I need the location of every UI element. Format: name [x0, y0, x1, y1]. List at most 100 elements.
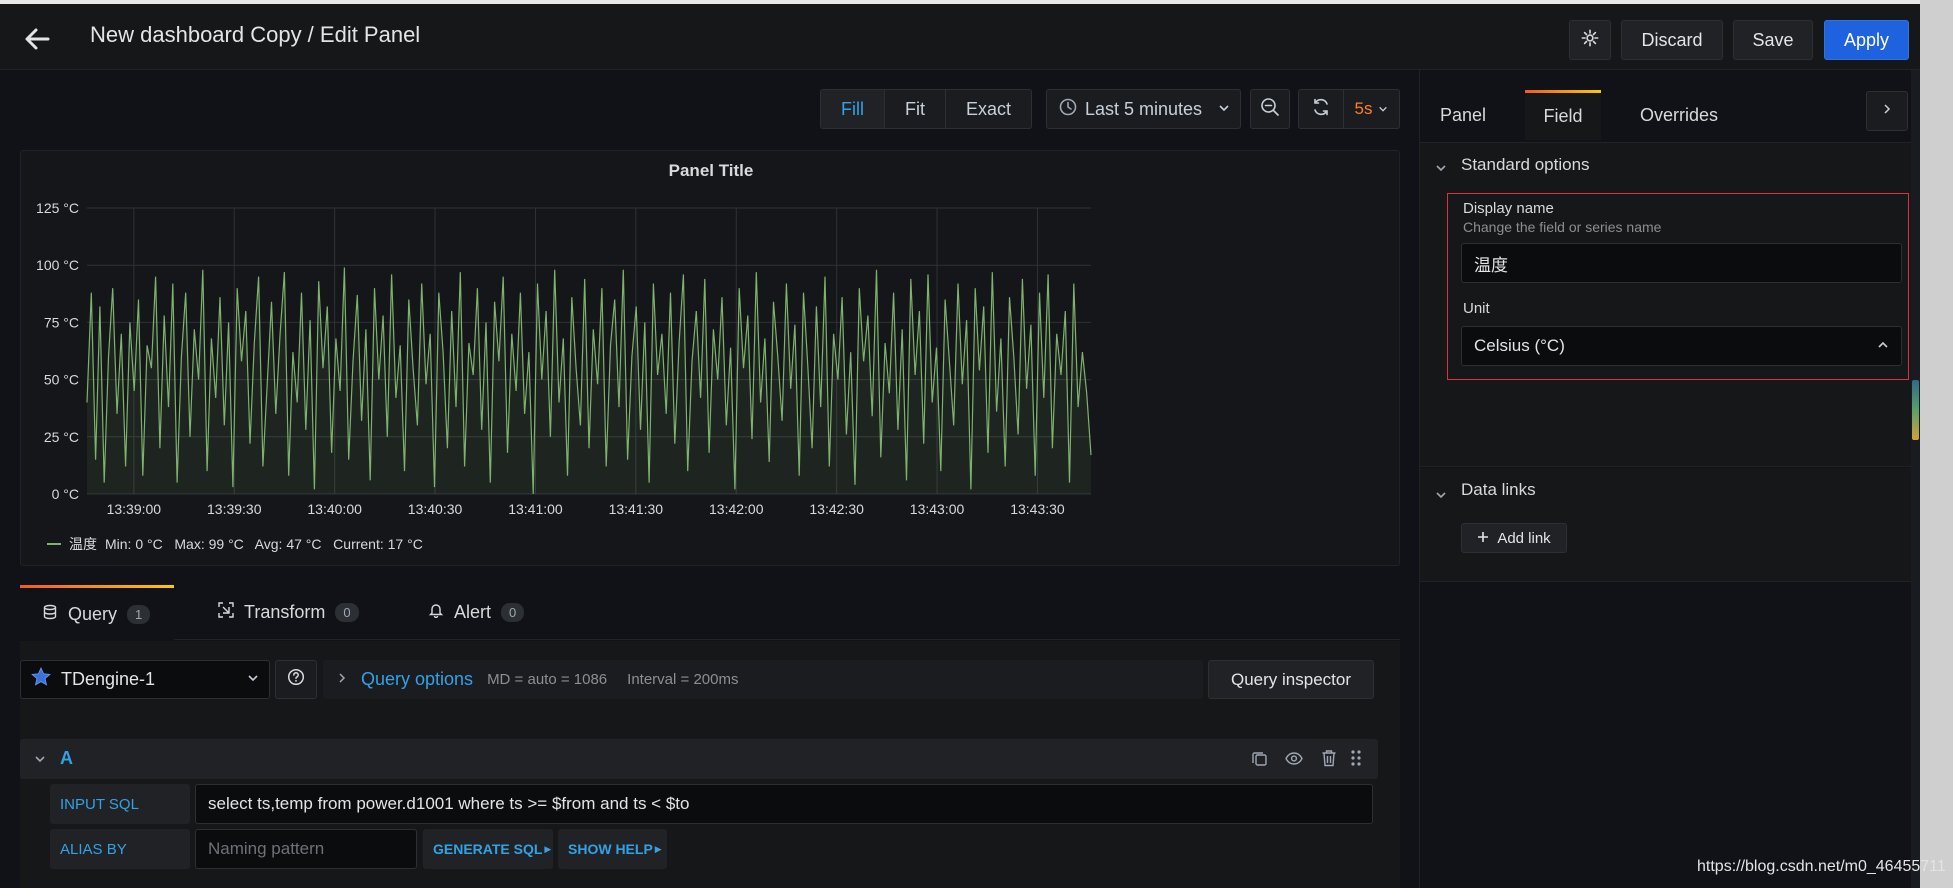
refresh-button[interactable]: [1299, 90, 1344, 128]
tab-overrides[interactable]: Overrides: [1640, 104, 1719, 125]
panel-title: Panel Title: [668, 161, 754, 180]
query-options-bar[interactable]: Query options MD = auto = 1086 Interval …: [323, 660, 1203, 699]
x-tick-label: 13:39:00: [107, 501, 162, 517]
refresh-control: 5s: [1298, 89, 1400, 129]
sql-input[interactable]: select ts,temp from power.d1001 where ts…: [195, 784, 1373, 824]
apply-button[interactable]: Apply: [1824, 20, 1909, 60]
unit-select[interactable]: Celsius (°C): [1461, 326, 1902, 366]
panel-settings-button[interactable]: [1569, 20, 1611, 60]
legend-stats: Min: 0 °C Max: 99 °C Avg: 47 °C Current:…: [105, 536, 423, 552]
duplicate-icon[interactable]: [1251, 750, 1268, 772]
tab-query[interactable]: Query 1: [20, 585, 174, 640]
x-tick-label: 13:42:30: [809, 501, 864, 517]
top-bar: New dashboard Copy / Edit Panel Discard …: [0, 0, 1920, 70]
y-tick-label: 50 °C: [44, 372, 79, 388]
y-tick-label: 0 °C: [52, 486, 79, 502]
database-icon: [42, 604, 58, 625]
chevron-down-icon[interactable]: [34, 752, 46, 770]
datasource-help-button[interactable]: [275, 660, 317, 699]
y-tick-label: 75 °C: [44, 314, 79, 330]
tab-field[interactable]: Field: [1525, 90, 1601, 140]
query-inspector-button[interactable]: Query inspector: [1208, 660, 1374, 699]
chevron-down-icon: [1218, 101, 1230, 117]
y-tick-label: 125 °C: [36, 200, 79, 216]
page-title: New dashboard Copy / Edit Panel: [90, 22, 421, 47]
query-ref-id[interactable]: A: [60, 748, 73, 768]
chart-legend: 温度 Min: 0 °C Max: 99 °C Avg: 47 °C Curre…: [47, 534, 423, 554]
legend-series-name[interactable]: 温度: [69, 536, 97, 552]
generate-sql-button[interactable]: GENERATE SQL ▶: [423, 829, 553, 869]
series-line: [86, 267, 1092, 495]
collapse-pane-button[interactable]: [1866, 91, 1908, 131]
legend-series-swatch: [47, 543, 61, 545]
time-range-picker[interactable]: Last 5 minutes: [1046, 89, 1241, 129]
trash-icon[interactable]: [1321, 749, 1337, 772]
chevron-down-icon: [247, 671, 259, 689]
chevron-down-icon[interactable]: [1435, 488, 1447, 506]
options-scrollbar-track[interactable]: [1911, 70, 1920, 888]
refresh-icon: [1311, 97, 1331, 122]
tab-transform-count: 0: [335, 603, 359, 622]
discard-button[interactable]: Discard: [1621, 20, 1723, 60]
unit-label: Unit: [1463, 300, 1490, 317]
eye-icon[interactable]: [1285, 750, 1303, 772]
show-help-button[interactable]: SHOW HELP ▶: [558, 829, 667, 869]
y-tick-label: 25 °C: [44, 429, 79, 445]
x-tick-label: 13:40:30: [408, 501, 463, 517]
chevron-right-icon: [1882, 102, 1892, 120]
tab-transform[interactable]: Transform 0: [196, 585, 381, 640]
x-tick-label: 13:42:00: [709, 501, 764, 517]
options-scrollbar-thumb[interactable]: [1912, 380, 1919, 440]
x-tick-label: 13:41:00: [508, 501, 563, 517]
bell-icon: [428, 602, 444, 623]
standard-options-title[interactable]: Standard options: [1461, 155, 1590, 174]
datasource-picker[interactable]: TDengine-1: [20, 660, 270, 699]
series-area-fill: [87, 267, 1091, 494]
display-name-input[interactable]: 温度: [1461, 243, 1902, 283]
tab-alert[interactable]: Alert 0: [406, 585, 546, 640]
plus-icon: [1477, 530, 1489, 547]
zoom-out-button[interactable]: [1250, 89, 1290, 129]
x-tick-label: 13:43:00: [910, 501, 965, 517]
question-circle-icon: [287, 668, 305, 691]
line-chart[interactable]: 0 °C 25 °C 50 °C 75 °C 100 °C 125 °C 13:39:00 1…: [21, 151, 1401, 567]
tab-query-label: Query: [68, 603, 118, 624]
alias-input[interactable]: Naming pattern: [195, 829, 417, 869]
chevron-down-icon[interactable]: [1435, 161, 1447, 179]
data-links-section: Data links Add link: [1420, 468, 1912, 582]
data-links-title[interactable]: Data links: [1461, 480, 1536, 499]
alias-by-label: ALIAS BY: [50, 829, 190, 869]
view-mode-fill[interactable]: Fill: [821, 90, 885, 128]
drag-handle-icon[interactable]: [1350, 749, 1362, 772]
x-tick-label: 13:40:00: [307, 501, 362, 517]
tab-panel[interactable]: Panel: [1440, 104, 1487, 125]
save-button[interactable]: Save: [1733, 20, 1813, 60]
standard-options-section: Standard options Display name Change the…: [1420, 142, 1912, 467]
query-options-label[interactable]: Query options: [361, 669, 474, 689]
display-name-description: Change the field or series name: [1463, 219, 1662, 235]
query-md-info: MD = auto = 1086: [487, 671, 608, 688]
tab-alert-count: 0: [501, 603, 525, 622]
page-edge: [1920, 0, 1953, 888]
query-row-header[interactable]: A: [20, 739, 1378, 779]
graph-panel: Panel Title 0 °C 25 °C 50 °C 75 °C 100 °C 125…: [20, 150, 1400, 566]
view-mode-fit[interactable]: Fit: [885, 90, 946, 128]
query-tabs: Query 1 Transform 0 Alert 0: [20, 585, 1400, 640]
caret-right-icon: ▶: [654, 843, 662, 854]
back-arrow-icon[interactable]: [22, 24, 62, 54]
show-help-label: SHOW HELP: [568, 841, 653, 857]
x-tick-label: 13:41:30: [609, 501, 664, 517]
chevron-right-icon: [337, 671, 347, 689]
tdengine-logo-icon: [31, 667, 51, 692]
add-link-button[interactable]: Add link: [1461, 523, 1567, 553]
display-name-label: Display name: [1463, 200, 1554, 217]
transform-icon: [218, 602, 234, 623]
highlight-box: [1447, 193, 1909, 380]
chevron-up-icon: [1877, 336, 1889, 356]
time-range-label: Last 5 minutes: [1085, 98, 1203, 119]
zoom-out-icon: [1260, 97, 1280, 122]
view-mode-exact[interactable]: Exact: [966, 98, 1012, 119]
clock-icon: [1059, 98, 1077, 121]
refresh-interval-picker[interactable]: 5s: [1344, 90, 1399, 128]
unit-value: Celsius (°C): [1474, 336, 1565, 355]
